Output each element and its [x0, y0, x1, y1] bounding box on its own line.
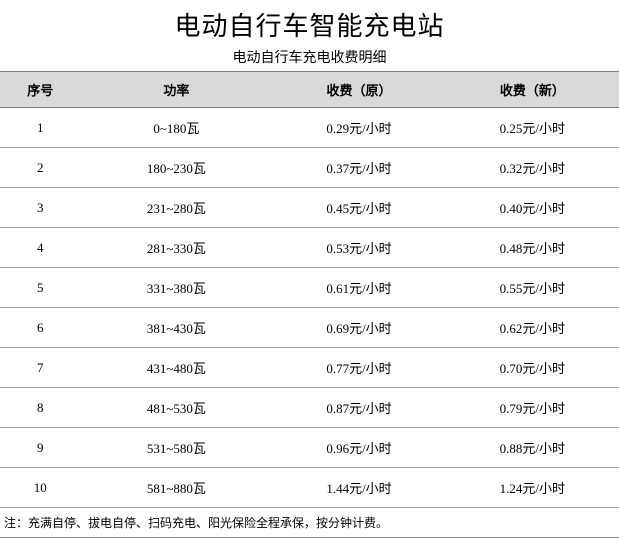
- table-row: 3231~280瓦0.45元/小时0.40元/小时: [0, 188, 619, 228]
- col-header-index: 序号: [0, 72, 80, 108]
- table-cell: 0.40元/小时: [446, 188, 619, 228]
- table-cell: 180~230瓦: [80, 148, 272, 188]
- table-cell: 9: [0, 428, 80, 468]
- table-cell: 1.44元/小时: [272, 468, 445, 508]
- table-cell: 0.48元/小时: [446, 228, 619, 268]
- table-cell: 0~180瓦: [80, 108, 272, 148]
- table-cell: 3: [0, 188, 80, 228]
- table-cell: 431~480瓦: [80, 348, 272, 388]
- table-cell: 0.61元/小时: [272, 268, 445, 308]
- table-row: 2180~230瓦0.37元/小时0.32元/小时: [0, 148, 619, 188]
- table-cell: 381~430瓦: [80, 308, 272, 348]
- col-header-power: 功率: [80, 72, 272, 108]
- table-cell: 0.77元/小时: [272, 348, 445, 388]
- table-row: 5331~380瓦0.61元/小时0.55元/小时: [0, 268, 619, 308]
- table-row: 10581~880瓦1.44元/小时1.24元/小时: [0, 468, 619, 508]
- table-row: 9531~580瓦0.96元/小时0.88元/小时: [0, 428, 619, 468]
- col-header-price-old: 收费（原）: [272, 72, 445, 108]
- table-cell: 0.70元/小时: [446, 348, 619, 388]
- table-cell: 581~880瓦: [80, 468, 272, 508]
- table-cell: 4: [0, 228, 80, 268]
- sub-title: 电动自行车充电收费明细: [0, 45, 619, 71]
- table-cell: 0.79元/小时: [446, 388, 619, 428]
- table-cell: 1: [0, 108, 80, 148]
- table-cell: 0.29元/小时: [272, 108, 445, 148]
- table-cell: 0.88元/小时: [446, 428, 619, 468]
- table-cell: 0.96元/小时: [272, 428, 445, 468]
- table-cell: 281~330瓦: [80, 228, 272, 268]
- table-cell: 8: [0, 388, 80, 428]
- table-row: 6381~430瓦0.69元/小时0.62元/小时: [0, 308, 619, 348]
- table-cell: 331~380瓦: [80, 268, 272, 308]
- main-title: 电动自行车智能充电站: [0, 0, 619, 45]
- table-cell: 0.25元/小时: [446, 108, 619, 148]
- table-cell: 0.45元/小时: [272, 188, 445, 228]
- table-cell: 231~280瓦: [80, 188, 272, 228]
- table-header-row: 序号 功率 收费（原） 收费（新）: [0, 72, 619, 108]
- table-cell: 0.55元/小时: [446, 268, 619, 308]
- table-cell: 0.53元/小时: [272, 228, 445, 268]
- col-header-price-new: 收费（新）: [446, 72, 619, 108]
- table-cell: 0.37元/小时: [272, 148, 445, 188]
- table-cell: 0.87元/小时: [272, 388, 445, 428]
- table-cell: 10: [0, 468, 80, 508]
- table-cell: 1.24元/小时: [446, 468, 619, 508]
- table-cell: 2: [0, 148, 80, 188]
- table-row: 4281~330瓦0.53元/小时0.48元/小时: [0, 228, 619, 268]
- table-cell: 0.69元/小时: [272, 308, 445, 348]
- table-row: 8481~530瓦0.87元/小时0.79元/小时: [0, 388, 619, 428]
- footer-note: 注：充满自停、拔电自停、扫码充电、阳光保险全程承保，按分钟计费。: [0, 508, 619, 538]
- table-cell: 7: [0, 348, 80, 388]
- table-cell: 481~530瓦: [80, 388, 272, 428]
- table-cell: 531~580瓦: [80, 428, 272, 468]
- table-row: 10~180瓦0.29元/小时0.25元/小时: [0, 108, 619, 148]
- table-row: 7431~480瓦0.77元/小时0.70元/小时: [0, 348, 619, 388]
- table-cell: 6: [0, 308, 80, 348]
- pricing-table: 序号 功率 收费（原） 收费（新） 10~180瓦0.29元/小时0.25元/小…: [0, 71, 619, 508]
- table-cell: 0.32元/小时: [446, 148, 619, 188]
- table-cell: 0.62元/小时: [446, 308, 619, 348]
- table-cell: 5: [0, 268, 80, 308]
